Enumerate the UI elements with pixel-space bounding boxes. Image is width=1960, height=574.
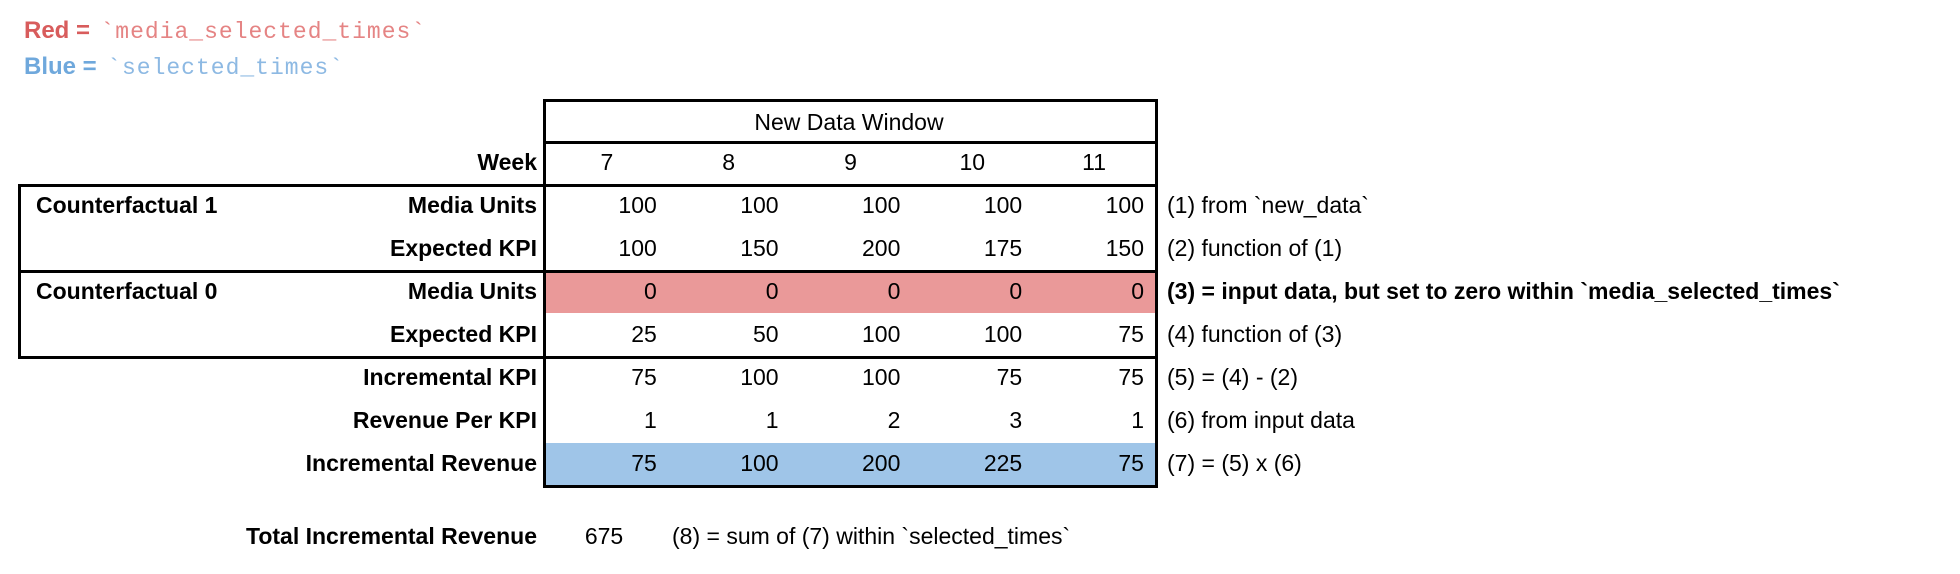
value-cell: 225 — [983, 450, 1023, 476]
row-label: Media Units — [407, 278, 537, 304]
value-cell: 100 — [618, 192, 657, 218]
total-label: Total Incremental Revenue — [246, 523, 537, 549]
table-row: 75 100 100 75 75 — [546, 356, 1155, 399]
week-row-label: Week — [477, 149, 537, 175]
value-cell: 50 — [753, 321, 779, 347]
value-cell: 100 — [740, 364, 779, 390]
table-row: 1 1 2 3 1 — [546, 399, 1155, 442]
row-label: Incremental Revenue — [305, 450, 537, 476]
table-row-blue: 75 100 200 225 75 — [546, 442, 1155, 485]
row-annotation: (2) function of (1) — [1167, 235, 1343, 261]
week-row: 7 8 9 10 11 — [546, 141, 1155, 184]
legend-blue-label: Blue = — [24, 53, 97, 80]
value-cell: 75 — [1118, 364, 1144, 390]
value-cell: 100 — [862, 321, 901, 347]
total-annotation: (8) = sum of (7) within `selected_times` — [672, 523, 1071, 549]
value-cell: 175 — [983, 235, 1023, 261]
row-annotation: (1) from `new_data` — [1167, 192, 1369, 218]
week-cell: 8 — [722, 149, 736, 175]
value-cell: 1 — [765, 407, 779, 433]
week-cell: 7 — [600, 149, 614, 175]
value-cell: 100 — [862, 364, 901, 390]
value-cell: 0 — [1131, 278, 1144, 304]
table-row: 100 150 200 175 150 — [546, 227, 1155, 270]
row-annotation: (6) from input data — [1167, 407, 1355, 433]
border-groupbox-left — [18, 184, 21, 359]
border-table-right — [1155, 99, 1158, 488]
value-cell: 0 — [765, 278, 779, 304]
border-header-top — [543, 99, 1158, 102]
table-header: New Data Window — [754, 109, 944, 135]
value-cell: 200 — [862, 235, 901, 261]
border-table-left — [543, 99, 546, 488]
group-label-counterfactual-0: Counterfactual 0 — [36, 278, 218, 304]
legend-red-code: `media_selected_times` — [100, 19, 427, 45]
row-label: Media Units — [407, 192, 537, 218]
row-label: Incremental KPI — [363, 364, 537, 390]
group-label-counterfactual-1: Counterfactual 1 — [36, 192, 218, 218]
table-row: 100 100 100 100 100 — [546, 184, 1155, 227]
value-cell: 100 — [983, 321, 1023, 347]
value-cell: 150 — [740, 235, 779, 261]
value-cell: 0 — [644, 278, 657, 304]
value-cell: 0 — [1009, 278, 1023, 304]
border-cf0-bottom — [18, 356, 1158, 359]
border-cf-divider — [18, 270, 1158, 273]
row-label: Expected KPI — [390, 235, 537, 261]
value-cell: 150 — [1105, 235, 1144, 261]
value-cell: 100 — [740, 450, 779, 476]
value-cell: 75 — [996, 364, 1023, 390]
row-annotation: (5) = (4) - (2) — [1167, 364, 1298, 390]
table-row-red: 0 0 0 0 0 — [546, 270, 1155, 313]
week-cell: 9 — [844, 149, 857, 175]
legend-red-label: Red = — [24, 17, 91, 44]
row-annotation: (7) = (5) x (6) — [1167, 450, 1302, 476]
table-row: 25 50 100 100 75 — [546, 313, 1155, 356]
border-table-bottom — [543, 485, 1158, 488]
value-cell: 0 — [887, 278, 901, 304]
week-cell: 10 — [959, 149, 986, 175]
value-cell: 100 — [740, 192, 779, 218]
value-cell: 100 — [1105, 192, 1144, 218]
week-cell: 11 — [1082, 149, 1107, 175]
value-cell: 100 — [862, 192, 901, 218]
value-cell: 75 — [631, 450, 657, 476]
blue-highlight-bar — [546, 443, 1155, 485]
value-cell: 100 — [618, 235, 657, 261]
value-cell: 200 — [862, 450, 901, 476]
value-cell: 3 — [1009, 407, 1023, 433]
value-cell: 100 — [983, 192, 1023, 218]
border-week-bottom — [18, 184, 1158, 187]
row-annotation: (3) = input data, but set to zero within… — [1167, 278, 1840, 304]
row-label: Expected KPI — [390, 321, 537, 347]
legend-red-line: Red = `media_selected_times` — [24, 13, 426, 49]
value-cell: 1 — [644, 407, 657, 433]
value-cell: 2 — [887, 407, 901, 433]
legend-blue-line: Blue = `selected_times` — [24, 49, 344, 85]
value-cell: 1 — [1131, 407, 1144, 433]
red-highlight-bar — [546, 272, 1155, 313]
total-value: 675 — [584, 523, 624, 549]
value-cell: 75 — [631, 364, 657, 390]
row-annotation: (4) function of (3) — [1167, 321, 1343, 347]
border-header-bottom — [543, 141, 1158, 144]
value-cell: 25 — [631, 321, 657, 347]
legend-blue-code: `selected_times` — [107, 55, 344, 81]
row-label: Revenue Per KPI — [352, 407, 537, 433]
value-cell: 75 — [1118, 321, 1144, 347]
value-cell: 75 — [1118, 450, 1144, 476]
